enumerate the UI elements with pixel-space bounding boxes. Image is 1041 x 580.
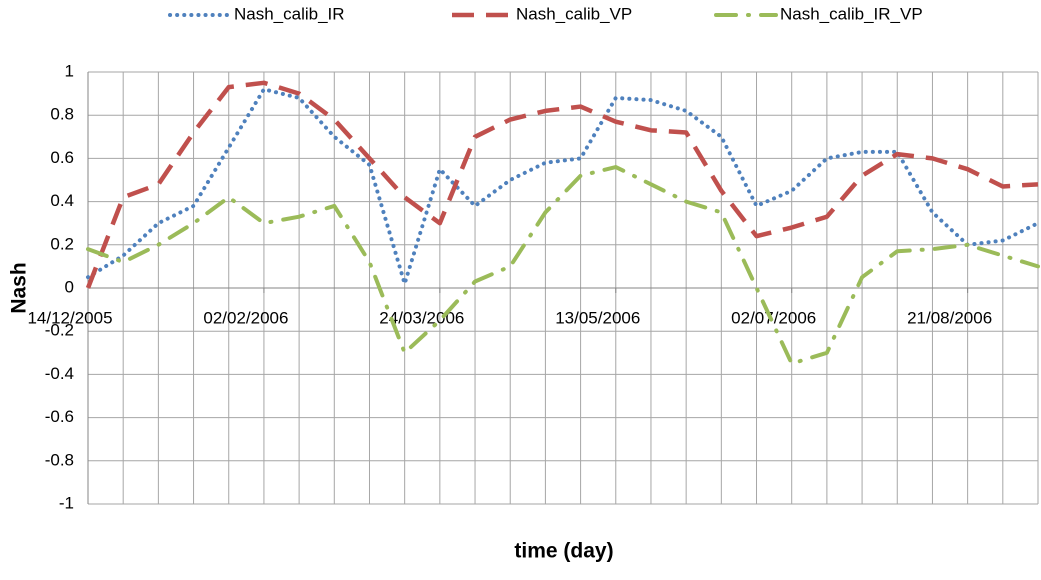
legend-label: Nash_calib_IR [234, 4, 345, 23]
legend-label: Nash_calib_VP [516, 4, 632, 23]
y-tick-label: -0.4 [45, 364, 74, 383]
x-tick-label: 02/02/2006 [203, 308, 288, 327]
x-axis-title: time (day) [514, 540, 613, 563]
series-line [85, 80, 1039, 289]
y-tick-label: -0.6 [45, 407, 74, 426]
x-tick-label: 13/05/2006 [555, 308, 640, 327]
y-tick-label: -0.2 [45, 321, 74, 340]
x-tick-label: 24/03/2006 [379, 308, 464, 327]
y-tick-label: -0.8 [45, 450, 74, 469]
y-tick-label: -1 [59, 493, 74, 512]
x-tick-label: 14/12/2005 [27, 308, 112, 327]
y-tick-label: 0 [65, 277, 74, 296]
legend-label: Nash_calib_IR_VP [780, 4, 923, 23]
x-tick-label: 21/08/2006 [907, 308, 992, 327]
y-tick-label: 0.6 [50, 148, 74, 167]
y-tick-label: 0.2 [50, 234, 74, 253]
y-tick-label: 0.4 [50, 191, 74, 210]
series-line [86, 165, 1040, 366]
x-tick-label: 02/07/2006 [731, 308, 816, 327]
y-axis-title: Nash [8, 262, 31, 313]
series-line [86, 87, 1040, 286]
y-tick-label: 0.8 [50, 105, 74, 124]
y-tick-label: 1 [65, 61, 74, 80]
